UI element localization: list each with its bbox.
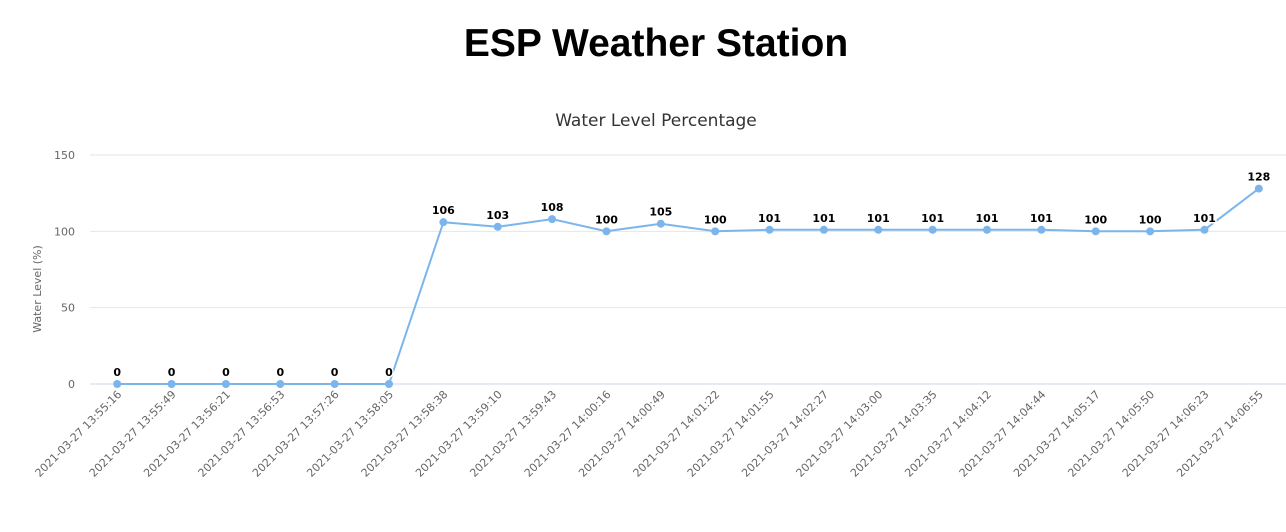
- water-level-chart: Water Level Percentage 0 50 100 150 Water L…: [31, 111, 1286, 480]
- data-point: [548, 215, 557, 224]
- data-label: 100: [704, 213, 727, 226]
- x-tick-label: 2021-03-27 13:55:16: [33, 388, 125, 480]
- y-tick-label: 100: [54, 225, 75, 238]
- data-label: 0: [385, 366, 393, 379]
- data-label: 0: [276, 366, 284, 379]
- data-label: 103: [486, 209, 509, 222]
- data-label: 108: [541, 201, 564, 214]
- data-label: 101: [1193, 212, 1216, 225]
- data-point: [493, 222, 502, 231]
- data-point: [1200, 225, 1209, 234]
- data-point: [819, 225, 828, 234]
- series-line: [117, 187, 1260, 385]
- y-tick-label: 0: [68, 378, 75, 391]
- data-label: 101: [1030, 212, 1053, 225]
- chart-title: Water Level Percentage: [555, 111, 757, 131]
- y-tick-label: 50: [61, 302, 75, 315]
- data-label: 100: [1084, 213, 1107, 226]
- data-label: 101: [921, 212, 944, 225]
- y-tick-label: 150: [54, 149, 75, 162]
- data-point: [656, 219, 665, 228]
- data-point: [602, 227, 611, 236]
- data-point: [1091, 227, 1100, 236]
- data-point: [439, 218, 448, 227]
- data-label: 0: [331, 366, 339, 379]
- data-point: [1037, 225, 1046, 234]
- data-point: [765, 225, 774, 234]
- data-labels: 0 0 0 0 0 0 106 103 108 100 105 100 101 101 101 101 101 1…: [112, 169, 1272, 380]
- data-point: [1146, 227, 1155, 236]
- data-label: 105: [649, 206, 672, 219]
- series-markers: [113, 184, 1263, 388]
- data-point: [221, 380, 230, 388]
- page-title: ESP Weather Station: [463, 22, 849, 65]
- data-label: 0: [222, 366, 230, 379]
- data-point: [1254, 184, 1263, 193]
- data-label: 0: [113, 366, 121, 379]
- data-label: 100: [595, 213, 618, 226]
- data-label: 0: [168, 366, 176, 379]
- data-label: 106: [432, 204, 455, 217]
- data-label: 128: [1247, 171, 1270, 184]
- data-label: 101: [867, 212, 890, 225]
- data-label: 101: [976, 212, 999, 225]
- data-point: [983, 225, 991, 234]
- data-point: [276, 380, 285, 388]
- y-axis-label: Water Level (%): [31, 245, 44, 333]
- data-point: [385, 380, 393, 388]
- data-label: 101: [812, 212, 835, 225]
- data-point: [928, 225, 937, 234]
- data-point: [330, 380, 339, 388]
- y-axis-ticks: 0 50 100 150: [54, 149, 75, 391]
- data-label: 100: [1139, 213, 1162, 226]
- data-point: [167, 380, 176, 388]
- data-point: [874, 225, 883, 234]
- data-point: [711, 227, 720, 236]
- data-point: [113, 380, 122, 388]
- data-label: 101: [758, 212, 781, 225]
